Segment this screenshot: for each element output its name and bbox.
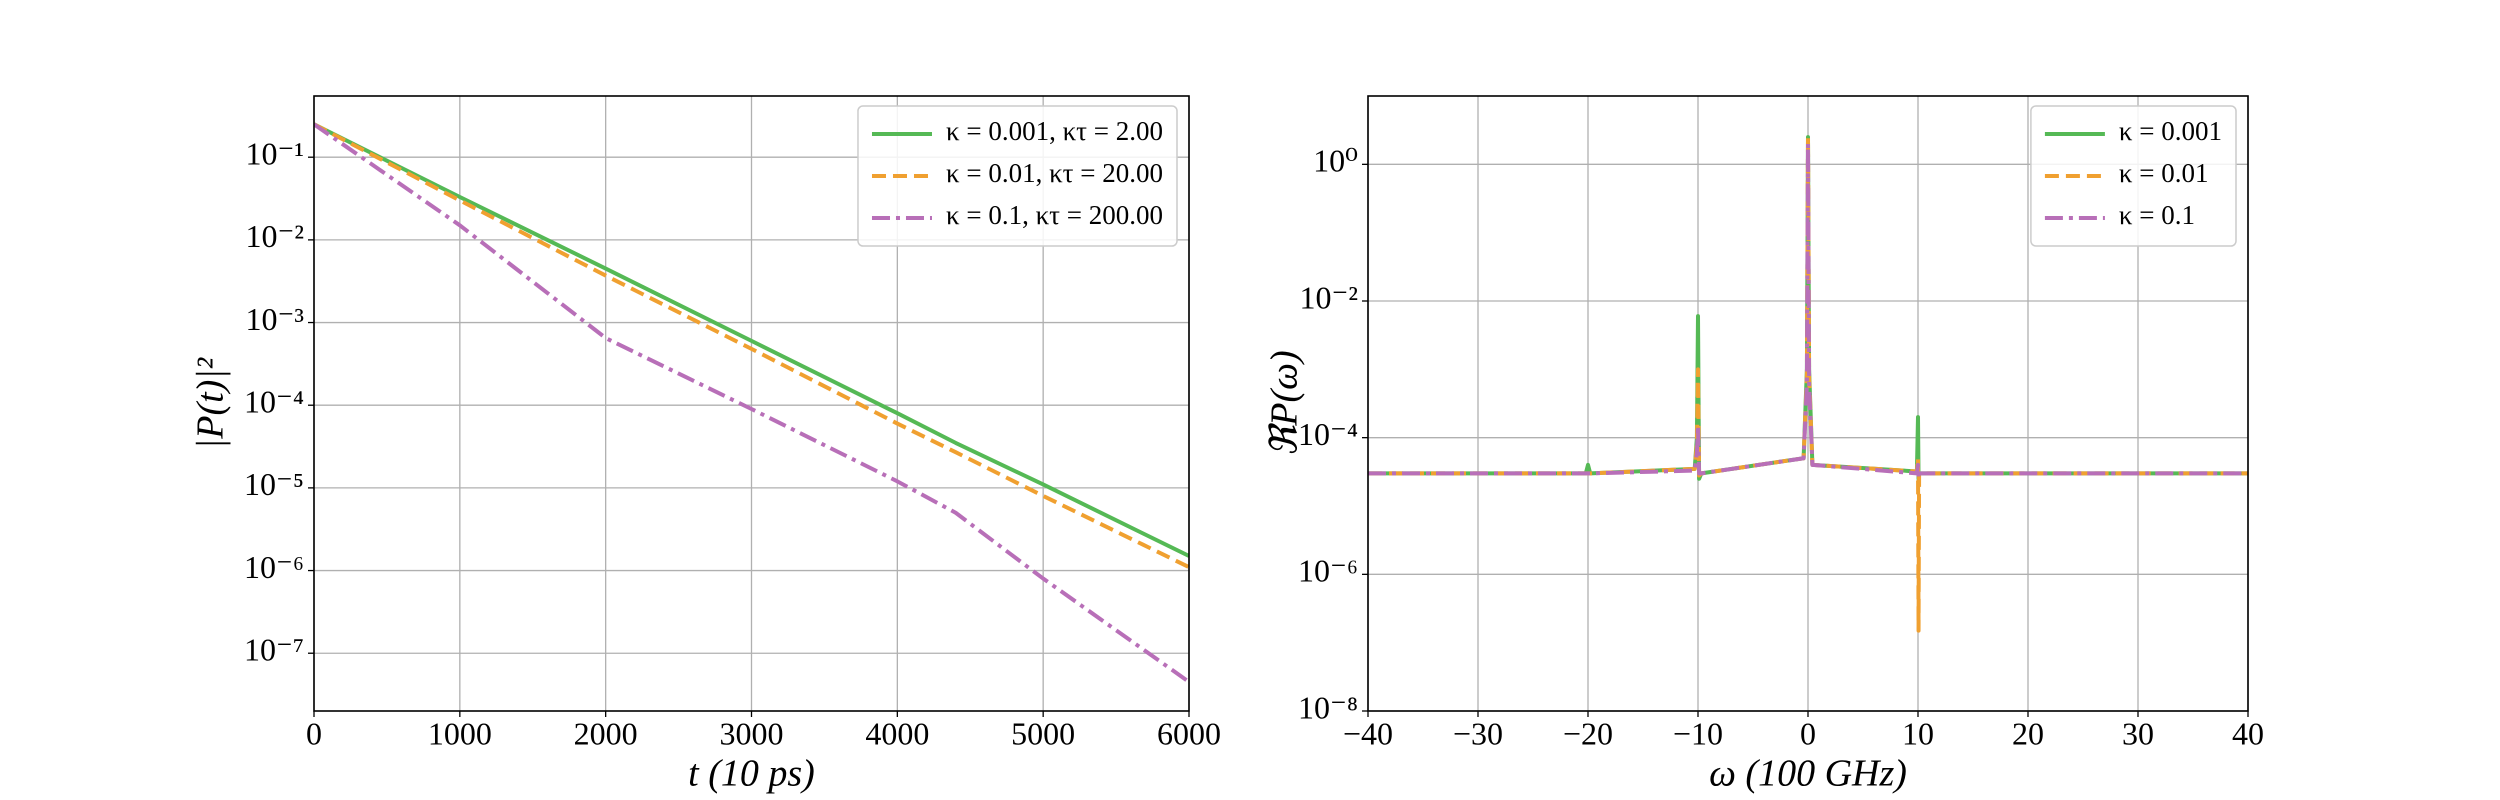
y-tick-label: 10⁻³ [246, 301, 304, 337]
x-tick-label: 40 [2232, 715, 2264, 751]
legend-label: κ = 0.1 [2119, 200, 2195, 230]
x-tick-label: 2000 [574, 715, 638, 751]
x-tick-label: 4000 [865, 715, 929, 751]
y-axis-label: |P(t)|² [190, 357, 232, 449]
y-tick-label: 10⁻⁶ [1298, 553, 1358, 589]
x-tick-label: −30 [1453, 715, 1503, 751]
y-tick-label: 10⁻⁶ [244, 549, 304, 585]
x-tick-label: 0 [1800, 715, 1816, 751]
x-tick-label: 6000 [1157, 715, 1221, 751]
x-tick-label: 10 [1902, 715, 1934, 751]
x-tick-label: 5000 [1011, 715, 1075, 751]
y-tick-label: 10⁻⁸ [1298, 689, 1358, 725]
x-tick-label: −20 [1563, 715, 1613, 751]
legend-label: κ = 0.01 [2119, 158, 2209, 188]
legend-frame [2030, 105, 2237, 247]
legend-label: κ = 0.001, κτ = 2.00 [946, 116, 1163, 146]
y-tick-label: 10⁻² [246, 218, 304, 254]
y-tick-label: 10⁻² [1300, 279, 1358, 315]
axes: −40 −30 −20 −10 0 10 20 30 40 10⁻⁸ 10⁻⁶ 10⁻⁴ 10⁻² 10⁰… [1264, 95, 2264, 795]
y-tick-label: 10⁻⁵ [244, 466, 304, 502]
legend: κ = 0.001, κτ = 2.00 κ = 0.01, κτ = 20.00… [857, 105, 1178, 247]
y-tick-label: 10⁻¹ [246, 136, 304, 172]
series-line [314, 122, 1189, 569]
legend-label: κ = 0.001 [2119, 116, 2222, 146]
axes-frame [1367, 95, 2249, 712]
series-line [1368, 141, 2248, 481]
y-tick-label: 10⁻⁴ [1298, 416, 1358, 452]
y-tick-label: 10⁻⁷ [244, 632, 304, 668]
x-tick-label: 20 [2012, 715, 2044, 751]
y-tick-label: 10⁰ [1313, 143, 1358, 179]
y-axis-label: ℜP(ω) [1264, 350, 1306, 456]
series-line [314, 122, 1189, 558]
legend-frame [857, 105, 1178, 247]
series-line [314, 122, 1189, 684]
x-tick-label: 1000 [428, 715, 492, 751]
y-tick-label: 10⁻⁴ [244, 384, 304, 420]
x-tick-label: 0 [306, 715, 322, 751]
legend-label: κ = 0.01, κτ = 20.00 [946, 158, 1163, 188]
axes-frame [313, 95, 1190, 712]
legend-label: κ = 0.1, κτ = 200.00 [946, 200, 1163, 230]
x-tick-label: −40 [1343, 715, 1393, 751]
axes: 0 1000 2000 3000 4000 5000 6000 10⁻¹ 10⁻² 10⁻³ 10⁻… [190, 95, 1221, 795]
x-axis-label: t (10 ps) [688, 753, 815, 795]
x-tick-label: 3000 [720, 715, 784, 751]
x-tick-label: −10 [1673, 715, 1723, 751]
x-axis-label: ω (100 GHz) [1709, 753, 1907, 795]
x-tick-label: 30 [2122, 715, 2154, 751]
legend: κ = 0.001 κ = 0.01 κ = 0.1 [2030, 105, 2237, 247]
